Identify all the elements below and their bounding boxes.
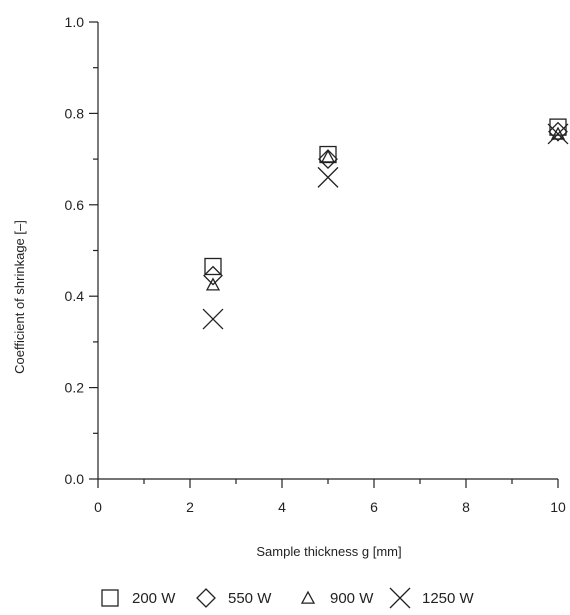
series-900w bbox=[205, 126, 566, 291]
legend-label: 900 W bbox=[330, 590, 374, 607]
legend-item: 900 W bbox=[300, 590, 374, 607]
y-tick-label: 0.2 bbox=[65, 380, 85, 396]
data-point bbox=[205, 277, 221, 291]
x-tick-label: 6 bbox=[370, 499, 378, 515]
data-point bbox=[318, 149, 338, 170]
y-tick-label: 0.0 bbox=[65, 471, 85, 487]
series-1250w bbox=[202, 123, 569, 330]
series-550w bbox=[203, 121, 568, 286]
x-tick-label: 4 bbox=[278, 499, 286, 515]
diamond-icon bbox=[196, 588, 216, 608]
x-tick-label: 8 bbox=[462, 499, 470, 515]
y-tick-label: 0.6 bbox=[65, 197, 85, 213]
data-point bbox=[548, 121, 568, 142]
x-axis-title: Sample thickness g [mm] bbox=[256, 544, 401, 559]
data-point bbox=[203, 265, 223, 286]
legend-item: 200 W bbox=[101, 589, 176, 607]
legend-item: 1250 W bbox=[389, 587, 475, 609]
x-tick-label: 10 bbox=[550, 499, 566, 515]
y-axis-title: Coefficient of shrinkage [–] bbox=[12, 220, 27, 374]
square-icon bbox=[101, 589, 119, 607]
x-tick-label: 2 bbox=[186, 499, 194, 515]
legend-label: 200 W bbox=[132, 590, 176, 607]
data-point bbox=[550, 126, 566, 140]
data-point bbox=[547, 123, 569, 145]
y-tick-label: 0.4 bbox=[65, 288, 85, 304]
data-point bbox=[204, 257, 222, 276]
legend: 200 W 550 W 900 W 1250 W bbox=[101, 587, 475, 609]
legend-label: 1250 W bbox=[422, 590, 475, 607]
cross-icon bbox=[389, 587, 411, 609]
triangle-icon bbox=[300, 590, 316, 604]
legend-label: 550 W bbox=[228, 590, 272, 607]
series-200w bbox=[204, 118, 567, 276]
data-point bbox=[317, 166, 339, 188]
data-point bbox=[202, 308, 224, 330]
data-point bbox=[320, 149, 336, 163]
y-tick-label: 1.0 bbox=[65, 14, 85, 30]
y-tick-label: 0.8 bbox=[65, 105, 85, 121]
plot-area: 0.0 0.2 0.4 0.6 0.8 1.0 0 2 4 6 8 10 bbox=[65, 14, 569, 515]
legend-item: 550 W bbox=[196, 588, 272, 608]
x-tick-label: 0 bbox=[94, 499, 102, 515]
data-point bbox=[549, 118, 567, 136]
